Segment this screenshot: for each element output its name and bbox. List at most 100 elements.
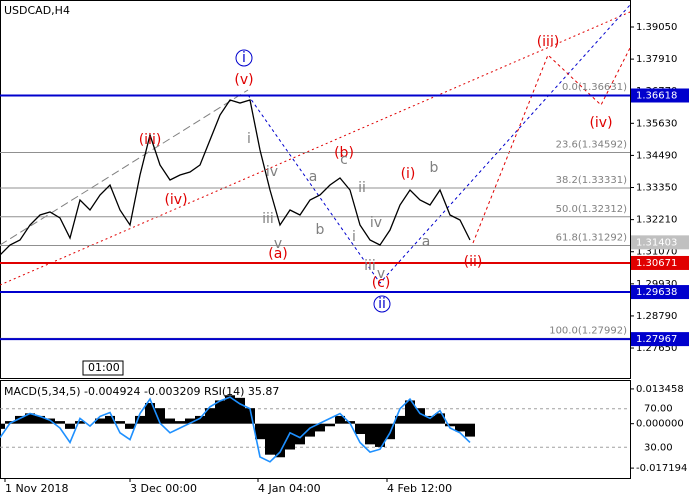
macd-bar [135, 415, 145, 424]
last-price-box [631, 235, 689, 250]
wave-label: (iv) [164, 192, 187, 208]
macd-bar [255, 423, 265, 440]
wave-label: v [274, 236, 282, 252]
wave-label: (iii) [139, 132, 162, 148]
wave-label: (i) [401, 166, 416, 182]
macd-bar [275, 423, 285, 458]
macd-bar [375, 423, 385, 447]
level-box [631, 88, 689, 103]
cursor-box [82, 360, 124, 376]
macd-bar [105, 415, 115, 424]
wave-label: b [430, 160, 439, 176]
level-label: 1.27967 [636, 334, 677, 345]
level-label: 1.29638 [636, 287, 677, 298]
fib-label: 50.0(1.32312) [556, 204, 628, 215]
wave-path [247, 4, 631, 284]
macd-bar [395, 415, 405, 424]
last-price-label: 1.31403 [636, 237, 677, 248]
macd-bar [325, 423, 335, 427]
wave-label: (c) [372, 275, 391, 291]
macd-bar [55, 421, 65, 424]
wave-label: iv [266, 164, 278, 180]
wave-label: v [377, 266, 385, 282]
price-layer: 1.390501.379101.367701.356301.344901.333… [0, 22, 689, 495]
wave-label: (iii) [537, 34, 560, 50]
x-tick-label: 4 Jan 04:00 [258, 482, 321, 495]
price-line [0, 99, 471, 256]
chart-title: USDCAD,H4 [4, 4, 70, 17]
fib-label: 38.2(1.33331) [556, 175, 628, 186]
macd-bar [145, 403, 155, 424]
macd-bar [125, 423, 135, 429]
wave-label: (a) [268, 246, 288, 262]
y-tick-label: 1.29930 [636, 279, 677, 290]
macd-bar [195, 415, 205, 424]
macd-bar [335, 415, 345, 424]
macd-bar [265, 423, 275, 455]
wave-label: (ii) [464, 254, 483, 270]
y-tick-label: -0.017194 [636, 463, 687, 474]
macd-bar [295, 423, 305, 445]
wave-label: iii [262, 211, 274, 227]
macd-layer: 0.013458 0.000000 -0.017194 70.00 30.00 [0, 384, 687, 474]
wave-label: ii [378, 296, 386, 312]
macd-bar [235, 397, 245, 424]
y-tick-label: 1.31070 [636, 247, 677, 258]
macd-bar [155, 408, 165, 424]
macd-bar [165, 418, 175, 424]
fib-label: 100.0(1.27992) [549, 325, 627, 336]
y-tick-label: 1.34490 [636, 150, 677, 161]
macd-bar [455, 423, 465, 432]
macd-bar [365, 423, 375, 445]
wave-label: a [422, 234, 431, 250]
fib-label: 0.0(1.36631) [562, 82, 627, 93]
wave-label: i [247, 131, 251, 147]
cursor-label: 01:00 [88, 361, 120, 374]
wave-label: (v) [234, 72, 253, 88]
level-box [631, 332, 689, 347]
macd-bar [215, 400, 225, 424]
channel-line [0, 89, 249, 246]
wave-label: ii [358, 180, 366, 196]
macd-bar [25, 413, 35, 424]
macd-bar [415, 408, 425, 424]
wave-label: b [316, 222, 325, 238]
wave-circle [235, 49, 253, 67]
y-tick-label: 1.27650 [636, 343, 677, 354]
level-box [631, 255, 689, 270]
wave-label: a [309, 169, 318, 185]
indicator-title: MACD(5,34,5) -0.004924 -0.003209 RSI(14)… [4, 385, 279, 398]
y2-tick-label: 30.00 [644, 442, 673, 453]
macd-bar [0, 423, 5, 429]
x-tick-label: 1 Nov 2018 [5, 482, 68, 495]
y-tick-label: 0.013458 [636, 384, 684, 395]
wave-label: c [340, 152, 348, 168]
fib-label: 61.8(1.31292) [556, 232, 628, 243]
macd-bar [245, 408, 255, 424]
y-tick-label: 1.33350 [636, 183, 677, 194]
y-tick-label: 0.000000 [636, 419, 684, 430]
rsi-line [0, 396, 471, 463]
macd-bar [315, 423, 325, 432]
macd-bar [115, 421, 125, 424]
macd-bar [355, 423, 365, 435]
macd-bar [185, 418, 195, 424]
wave-label: i [242, 50, 246, 66]
projection-path [472, 47, 631, 244]
wave-label: i [352, 229, 356, 245]
macd-bar [35, 415, 45, 424]
macd-bar [225, 395, 235, 424]
wave-label: iii [364, 258, 376, 274]
level-label: 1.30671 [636, 258, 677, 269]
wave-label: iv [370, 215, 382, 231]
macd-bar [435, 413, 445, 424]
macd-bar [75, 421, 85, 424]
macd-bar [95, 418, 105, 424]
wave-circle [373, 295, 391, 313]
y-tick-label: 1.35630 [636, 118, 677, 129]
macd-bar [405, 400, 415, 424]
y-tick-label: 1.32210 [636, 215, 677, 226]
x-tick-label: 3 Dec 00:00 [130, 482, 197, 495]
